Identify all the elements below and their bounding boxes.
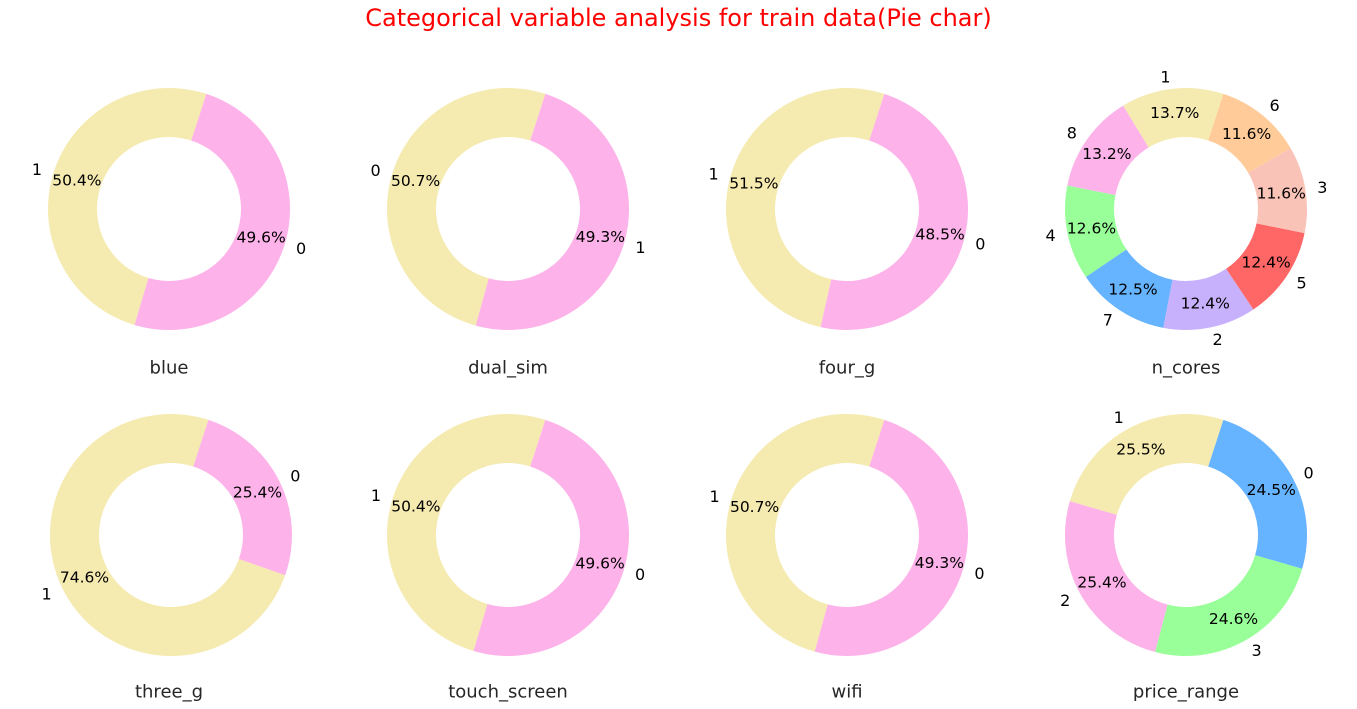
slice-label-price-range-1: 1 bbox=[1114, 408, 1124, 427]
slice-label-four-g-1: 1 bbox=[709, 164, 719, 183]
slice-n-cores-4 bbox=[1065, 185, 1127, 278]
pct-label-four-g-1: 51.5% bbox=[729, 175, 778, 193]
pie-chart-touch-screen: 1 50.4% 0 49.6% touch_screen bbox=[371, 414, 645, 703]
pct-label-blue-1: 50.4% bbox=[52, 171, 101, 189]
slice-label-wifi-1: 1 bbox=[709, 487, 719, 506]
pie-chart-three-g: 1 74.6% 0 25.4% three_g bbox=[42, 413, 300, 703]
slice-label-n-cores-8: 8 bbox=[1067, 123, 1077, 142]
slice-wifi-1 bbox=[726, 414, 885, 652]
slice-label-n-cores-2: 2 bbox=[1213, 330, 1223, 349]
pct-label-n-cores-1: 13.7% bbox=[1150, 104, 1199, 122]
chart-title-four-g: four_g bbox=[819, 358, 876, 379]
slice-label-n-cores-3: 3 bbox=[1317, 178, 1327, 197]
slice-n-cores-8 bbox=[1067, 105, 1149, 196]
slice-blue-1 bbox=[47, 87, 207, 325]
slice-label-n-cores-4: 4 bbox=[1045, 226, 1055, 245]
pie-chart-four-g: 1 51.5% 0 48.5% four_g bbox=[709, 87, 985, 379]
slice-label-n-cores-7: 7 bbox=[1103, 311, 1113, 330]
pie-chart-blue: 1 50.4% 0 49.6% blue bbox=[32, 87, 306, 379]
slice-wifi-0 bbox=[814, 419, 968, 656]
slice-label-wifi-0: 0 bbox=[974, 564, 984, 583]
slice-price-range-2 bbox=[1065, 501, 1168, 653]
slice-label-n-cores-1: 1 bbox=[1160, 67, 1170, 86]
slice-n-cores-5 bbox=[1226, 223, 1305, 310]
pie-chart-price-range: 1 25.5% 2 25.4% 3 24.6% 0 24.5% price_range bbox=[1060, 408, 1314, 703]
slice-label-blue-0: 0 bbox=[296, 239, 306, 258]
slice-four-g-0 bbox=[820, 93, 968, 330]
slice-label-three-g-0: 0 bbox=[290, 467, 300, 486]
slice-three-g-0 bbox=[193, 419, 293, 576]
pct-label-price-range-3: 24.6% bbox=[1209, 610, 1258, 628]
slice-n-cores-2 bbox=[1163, 268, 1254, 330]
slice-touch-screen-0 bbox=[473, 419, 629, 656]
chart-title-three-g: three_g bbox=[135, 682, 203, 703]
pct-label-n-cores-7: 12.5% bbox=[1108, 281, 1157, 299]
slice-n-cores-3 bbox=[1248, 148, 1307, 234]
slice-label-dual-sim-0: 0 bbox=[370, 161, 380, 180]
slice-n-cores-6 bbox=[1208, 93, 1291, 173]
chart-title-blue: blue bbox=[150, 358, 189, 379]
pct-label-wifi-1: 50.7% bbox=[730, 498, 779, 516]
slice-price-range-1 bbox=[1069, 413, 1224, 515]
slice-label-dual-sim-1: 1 bbox=[635, 238, 645, 257]
pct-label-touch-screen-1: 50.4% bbox=[391, 497, 440, 515]
slice-label-touch-screen-1: 1 bbox=[371, 486, 381, 505]
slice-label-price-range-2: 2 bbox=[1060, 591, 1070, 610]
slice-label-n-cores-5: 5 bbox=[1296, 274, 1306, 293]
pct-label-n-cores-3: 11.6% bbox=[1257, 184, 1306, 202]
slice-blue-0 bbox=[134, 93, 290, 330]
chart-title-dual-sim: dual_sim bbox=[468, 358, 548, 379]
pct-label-price-range-0: 24.5% bbox=[1247, 481, 1296, 499]
slice-label-n-cores-6: 6 bbox=[1269, 96, 1279, 115]
chart-title-n-cores: n_cores bbox=[1152, 358, 1221, 379]
pct-label-wifi-0: 49.3% bbox=[915, 554, 964, 572]
pct-label-n-cores-5: 12.4% bbox=[1242, 254, 1291, 272]
chart-title-wifi: wifi bbox=[831, 682, 862, 703]
pct-label-n-cores-6: 11.6% bbox=[1222, 125, 1271, 143]
pie-chart-n-cores: 1 13.7% 8 13.2% 4 12.6% 7 12.5% 2 12.4% 5 12.4% 3 11.… bbox=[1045, 67, 1327, 378]
pct-label-n-cores-8: 13.2% bbox=[1082, 145, 1131, 163]
chart-title-price-range: price_range bbox=[1133, 682, 1239, 703]
slice-touch-screen-1 bbox=[386, 414, 546, 651]
pct-label-dual-sim-1: 49.3% bbox=[576, 228, 625, 246]
pct-label-price-range-2: 25.4% bbox=[1077, 574, 1126, 592]
pct-label-dual-sim-0: 50.7% bbox=[391, 172, 440, 190]
slice-n-cores-1 bbox=[1123, 87, 1224, 148]
pct-label-price-range-1: 25.5% bbox=[1116, 441, 1165, 459]
slice-label-three-g-1: 1 bbox=[42, 584, 52, 603]
slice-n-cores-7 bbox=[1085, 249, 1173, 328]
slice-dual-sim-1 bbox=[475, 93, 629, 330]
pct-label-three-g-1: 74.6% bbox=[60, 569, 109, 587]
figure-title: Categorical variable analysis for train … bbox=[365, 4, 992, 32]
pct-label-blue-0: 49.6% bbox=[237, 229, 286, 247]
pct-label-three-g-0: 25.4% bbox=[233, 483, 282, 501]
slice-price-range-0 bbox=[1208, 419, 1307, 569]
slice-label-price-range-0: 0 bbox=[1304, 463, 1314, 482]
slice-four-g-1 bbox=[725, 87, 885, 328]
chart-title-touch-screen: touch_screen bbox=[448, 682, 568, 703]
pie-chart-dual-sim: 0 50.7% 1 49.3% dual_sim bbox=[370, 88, 646, 379]
pct-label-n-cores-4: 12.6% bbox=[1067, 219, 1116, 237]
slice-price-range-3 bbox=[1155, 555, 1303, 657]
slice-three-g-1 bbox=[50, 413, 286, 656]
pct-label-touch-screen-0: 49.6% bbox=[576, 555, 625, 573]
pct-label-n-cores-2: 12.4% bbox=[1181, 295, 1230, 313]
slice-label-blue-1: 1 bbox=[32, 160, 42, 179]
slice-label-price-range-3: 3 bbox=[1252, 641, 1262, 660]
slice-label-four-g-0: 0 bbox=[975, 235, 985, 254]
slice-label-touch-screen-0: 0 bbox=[635, 565, 645, 584]
slice-dual-sim-0 bbox=[387, 88, 546, 326]
pie-chart-wifi: 1 50.7% 0 49.3% wifi bbox=[709, 414, 985, 703]
pct-label-four-g-0: 48.5% bbox=[915, 225, 964, 243]
